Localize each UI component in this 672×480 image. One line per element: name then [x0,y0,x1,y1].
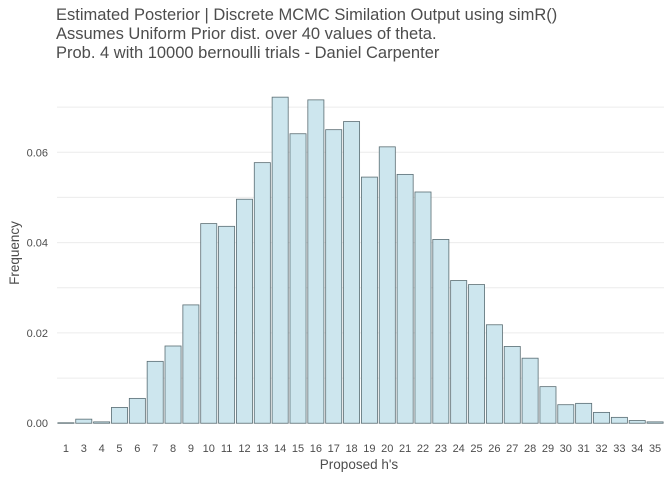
bar-h-28 [521,357,539,424]
bar-h-11 [218,225,236,424]
x-tick-label: 3 [81,443,87,455]
x-tick-label: 22 [417,443,429,455]
bar-h-16 [307,99,325,424]
bar-h-27 [503,346,521,424]
bar-h-32 [593,411,610,424]
x-tick-label: 28 [524,443,536,455]
bar-h-4 [93,421,111,424]
bar-h-24 [450,280,468,424]
bar-h-17 [325,129,343,424]
bar-h-10 [200,223,218,424]
bar-h-13 [253,162,271,424]
bar-h-6 [128,397,146,424]
bar-h-22 [414,191,432,424]
x-tick-label: 5 [116,443,122,455]
bar-h-33 [610,416,628,424]
x-tick-label: 35 [649,443,661,455]
x-tick-label: 27 [506,443,518,455]
x-tick-label: 8 [170,443,176,455]
x-tick-label: 26 [488,443,500,455]
bar-h-21 [396,173,414,424]
bar-h-1 [57,422,75,424]
x-tick-label: 9 [188,443,194,455]
title-line-3: Prob. 4 with 10000 bernoulli trials - Da… [56,44,440,62]
bar-h-9 [182,304,200,424]
x-tick-label: 14 [274,443,286,455]
bar-h-19 [360,176,378,424]
x-tick-label: 23 [435,443,447,455]
chart-title: Estimated Posterior | Discrete MCMC Simi… [56,6,666,63]
x-tick-label: 4 [99,443,105,455]
x-axis-title: Proposed h's [320,457,399,472]
bar-h-7 [146,360,164,424]
x-tick-label: 30 [560,443,572,455]
x-tick-label: 16 [310,443,322,455]
x-tick-label: 17 [328,443,340,455]
bar-h-31 [575,402,593,424]
x-tick-label: 10 [203,443,215,455]
bar-h-12 [236,198,253,424]
bar-h-3 [75,418,93,424]
bar-h-5 [111,407,128,424]
title-line-1: Estimated Posterior | Discrete MCMC Simi… [56,6,558,24]
x-tick-label: 25 [470,443,482,455]
x-tick-label: 11 [221,443,232,455]
bar-h-26 [485,324,503,424]
y-tick-label: 0.04 [27,238,48,250]
y-tick-label: 0.00 [27,418,48,430]
x-tick-label: 6 [134,443,140,455]
x-tick-label: 24 [453,443,465,455]
x-tick-label: 31 [578,443,590,455]
y-tick-label: 0.06 [27,147,48,159]
bar-h-34 [628,420,646,424]
bar-h-18 [343,121,361,424]
x-tick-label: 13 [256,443,268,455]
x-tick-label: 20 [381,443,393,455]
x-tick-label: 1 [63,443,69,455]
bar-h-23 [432,239,450,424]
x-tick-label: 33 [613,443,625,455]
bar-h-30 [557,404,575,424]
bar-h-20 [378,146,396,424]
x-tick-label: 19 [363,443,375,455]
x-tick-label: 7 [152,443,158,455]
x-tick-label: 21 [399,443,411,455]
x-tick-label: 12 [238,443,250,455]
x-axis-ticks: 1 3 4 5 6 7 8 9 10 11 12 13 14 15 16 17 18 19 20 21 22 23 24 25… [63,443,661,455]
y-axis-ticks: 0.00 0.02 0.04 0.06 [27,147,48,430]
bar-h-15 [289,133,307,424]
bars [57,96,664,424]
x-tick-label: 34 [631,443,643,455]
title-line-2: Assumes Uniform Prior dist. over 40 valu… [56,25,437,43]
x-tick-label: 32 [595,443,607,455]
y-tick-label: 0.02 [27,328,48,340]
bar-h-29 [539,386,557,424]
bar-h-14 [271,96,289,424]
bar-h-8 [164,345,182,424]
x-tick-label: 18 [345,443,357,455]
bar-h-35 [646,421,664,424]
bar-h-25 [468,284,485,424]
x-tick-label: 29 [542,443,554,455]
x-tick-label: 15 [292,443,304,455]
y-axis-title: Frequency [7,221,22,285]
